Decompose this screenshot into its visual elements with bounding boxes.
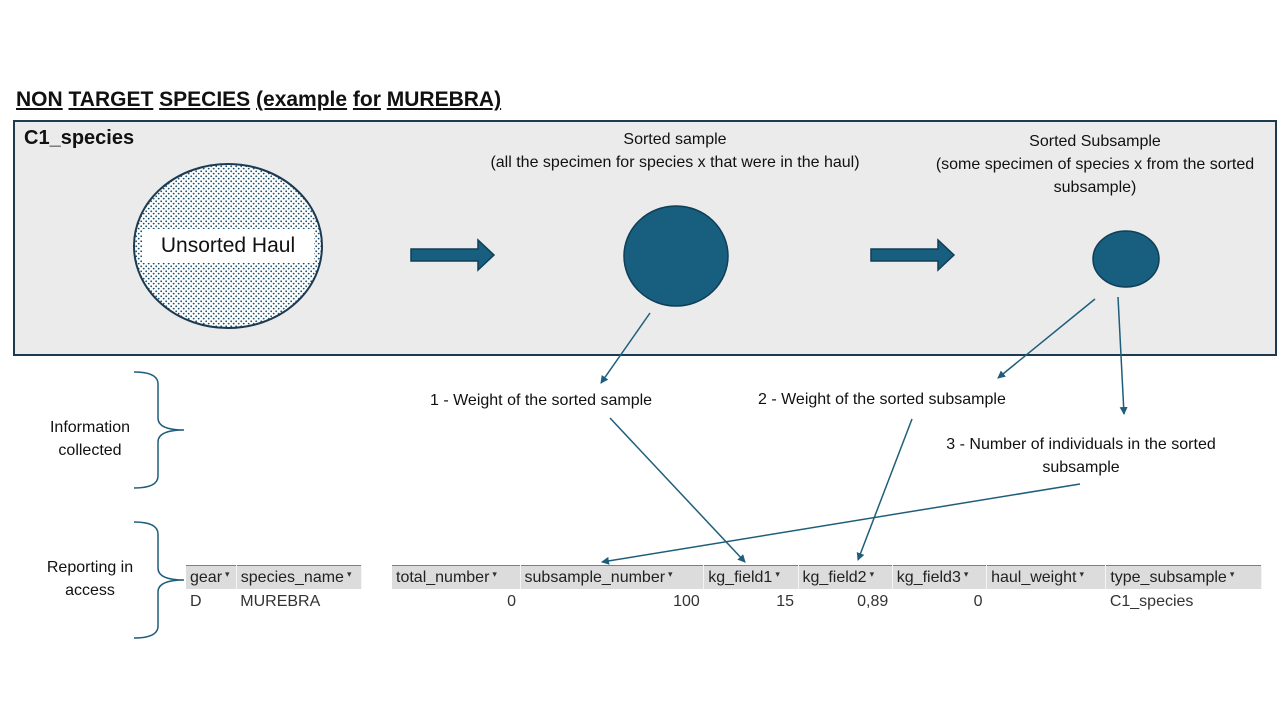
title-word: MUREBRA)	[386, 88, 502, 111]
reporting-label: Reporting in access	[46, 559, 134, 599]
table-row: 0 100 15 0,89 0 C1_species	[392, 589, 1262, 615]
info-item-1: 1 - Weight of the sorted sample	[430, 392, 653, 409]
cell-type-subsample[interactable]: C1_species	[1109, 593, 1194, 610]
column-header-kg-field1[interactable]: kg_field1 ▾	[703, 565, 799, 589]
info-item-2: 2 - Weight of the sorted subsample	[758, 391, 1006, 408]
column-header-gear[interactable]: gear ▾	[186, 565, 237, 589]
title-word: (example	[256, 88, 348, 111]
cell-kg-field3[interactable]: 0	[973, 593, 983, 610]
connector-item3-to-total-number	[601, 483, 1081, 565]
connector-sample-to-item1	[600, 312, 651, 384]
connector-item2-to-kg-field2	[856, 418, 913, 561]
column-header-kg-field3[interactable]: kg_field3 ▾	[892, 565, 988, 589]
sorted-sample-title: Sorted sample	[623, 131, 727, 148]
sorted-subsample-circle	[1092, 230, 1160, 288]
species-table: gear ▾ species_name ▾ D MUREBRA	[186, 565, 363, 615]
cell-haul-weight[interactable]	[987, 589, 1106, 615]
panel-label: C1_species	[24, 127, 135, 149]
brace-reporting	[133, 521, 185, 639]
flow-arrow-1	[410, 238, 496, 272]
title-word: for	[352, 88, 381, 111]
cell-kg-field1[interactable]: 15	[776, 593, 795, 610]
sorted-sample-caption: Sorted sample (all the specimen for spec…	[490, 128, 860, 174]
connector-subsample-to-item3	[1117, 296, 1128, 415]
connector-subsample-to-item2	[997, 298, 1096, 379]
cell-gear[interactable]: D	[190, 593, 202, 610]
connector-item1-to-kg-field1	[609, 417, 746, 563]
title-word: TARGET	[68, 88, 154, 111]
column-header-total-number[interactable]: total_number ▾	[392, 565, 521, 589]
sorted-subsample-desc: (some specimen of species x from the sor…	[935, 156, 1255, 196]
title-word: SPECIES	[159, 88, 251, 111]
sorted-subsample-caption: Sorted Subsample (some specimen of speci…	[930, 130, 1260, 199]
column-header-kg-field2[interactable]: kg_field2 ▾	[798, 565, 893, 589]
table-row: D MUREBRA	[186, 589, 362, 615]
flow-arrow-2	[870, 238, 956, 272]
sorted-sample-desc: (all the specimen for species x that wer…	[490, 154, 860, 171]
cell-species-name[interactable]: MUREBRA	[240, 593, 321, 610]
sorted-sample-circle	[623, 205, 729, 307]
cell-total-number[interactable]: 0	[507, 593, 517, 610]
title-word: NON	[16, 88, 63, 111]
unsorted-haul-label: Unsorted Haul	[142, 229, 314, 263]
column-header-species-name[interactable]: species_name ▾	[236, 565, 363, 589]
sorted-subsample-title: Sorted Subsample	[1029, 133, 1161, 150]
fields-table: total_number ▾ subsample_number ▾ kg_field…	[392, 565, 1262, 615]
column-header-haul-weight[interactable]: haul_weight ▾	[986, 565, 1107, 589]
info-item-3: 3 - Number of individuals in the sorted …	[946, 436, 1216, 476]
cell-subsample-number[interactable]: 100	[673, 593, 700, 610]
brace-information	[133, 371, 185, 489]
information-collected-label: Information collected	[49, 419, 131, 459]
page-title: NON TARGET SPECIES (example for MUREBRA)	[16, 88, 501, 112]
column-header-type-subsample[interactable]: type_subsample ▾	[1105, 565, 1262, 589]
column-header-subsample-number[interactable]: subsample_number ▾	[520, 565, 705, 589]
cell-kg-field2[interactable]: 0,89	[857, 593, 889, 610]
